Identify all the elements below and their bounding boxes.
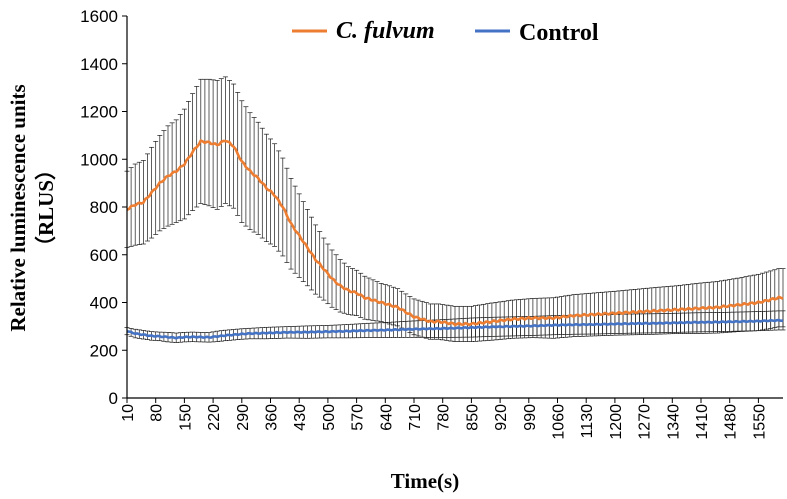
x-tick-label: 360 <box>264 404 281 431</box>
x-ticks: 10 80 150 220 290 360 430 500 570 640 710 780 850 920… <box>120 398 768 440</box>
error-bars <box>124 76 786 343</box>
y-tick-label: 1600 <box>80 7 118 26</box>
series-line-control <box>127 318 784 340</box>
y-axis-title: Relative luminescence units （RLUS） <box>6 84 58 331</box>
x-tick-label: 570 <box>350 404 367 431</box>
x-tick-label: 710 <box>407 404 424 431</box>
y-tick-label: 1400 <box>80 55 118 74</box>
x-tick-label: 780 <box>436 404 453 431</box>
y-tick-label: 200 <box>90 341 118 360</box>
y-tick-label: 1200 <box>80 103 118 122</box>
x-tick-label: 150 <box>177 404 194 431</box>
x-tick-label: 430 <box>292 404 309 431</box>
series-line-c-fulvum <box>126 139 784 327</box>
x-tick-label: 1340 <box>665 404 682 440</box>
y-axis-title-line1: Relative luminescence units <box>6 84 30 331</box>
x-tick-label: 220 <box>206 404 223 431</box>
legend-label-control: Control <box>519 20 599 46</box>
x-tick-label: 1270 <box>637 404 654 440</box>
y-tick-label: 0 <box>109 389 118 408</box>
x-tick-label: 920 <box>493 404 510 431</box>
y-tick-label: 400 <box>90 294 118 313</box>
legend: C. fulvum Control <box>292 18 599 46</box>
legend-label-c-fulvum: C. fulvum <box>336 18 435 44</box>
y-tick-label: 800 <box>90 198 118 217</box>
x-tick-label: 1060 <box>551 404 568 440</box>
x-tick-label: 290 <box>235 404 252 431</box>
y-tick-label: 1000 <box>80 150 118 169</box>
y-tick-label: 600 <box>90 246 118 265</box>
x-tick-label: 1550 <box>751 404 768 440</box>
x-tick-label: 80 <box>149 404 166 422</box>
x-tick-label: 1130 <box>579 404 596 439</box>
x-tick-label: 850 <box>464 404 481 431</box>
x-tick-label: 10 <box>120 404 137 422</box>
x-tick-label: 500 <box>321 404 338 431</box>
x-tick-label: 990 <box>522 404 539 431</box>
x-tick-label: 640 <box>378 404 395 431</box>
y-ticks: 0 200 400 600 800 1000 1200 1400 1600 <box>80 7 127 408</box>
x-tick-label: 1410 <box>694 404 711 440</box>
x-axis-title: Time(s) <box>391 469 459 493</box>
y-axis-title-line2: （RLUS） <box>34 159 58 257</box>
series-lines <box>126 139 784 340</box>
x-tick-label: 1200 <box>608 404 625 440</box>
x-tick-label: 1480 <box>723 404 740 440</box>
